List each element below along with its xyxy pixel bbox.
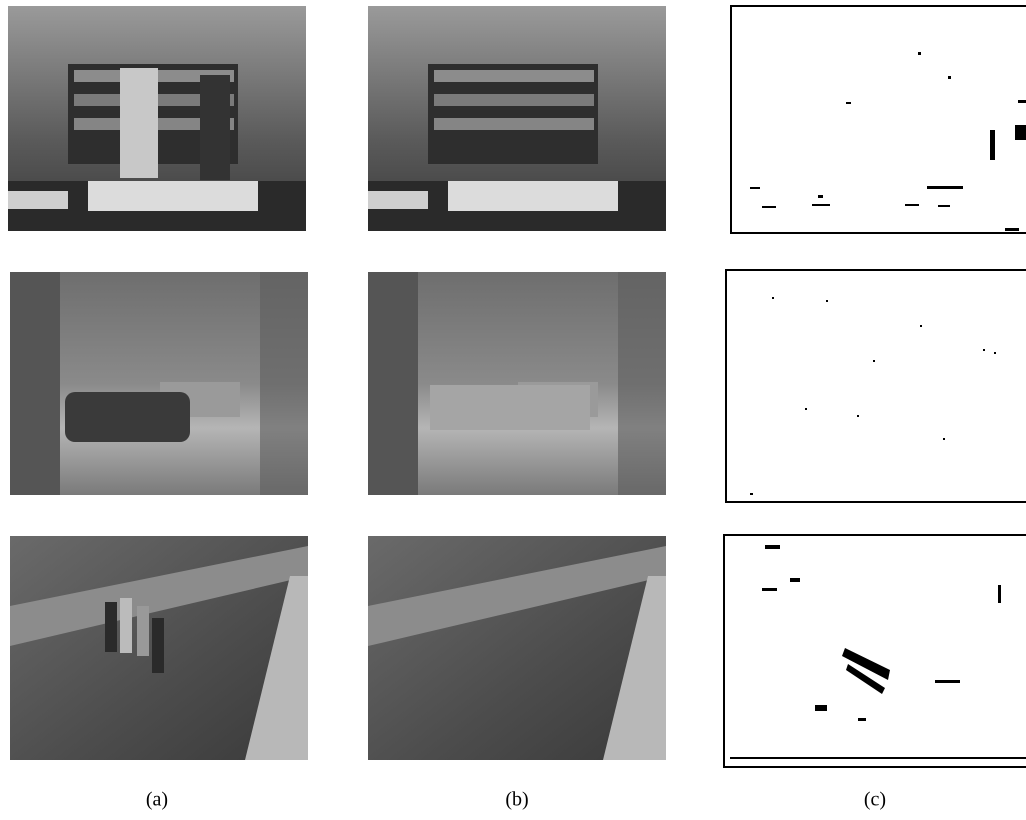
photo-office-b [368,6,666,231]
figure: (a) (b) (c) [0,0,1026,820]
caption: (a) [146,789,168,811]
car [65,392,190,442]
mask-2 [726,270,1026,502]
caption: (b) [505,789,528,811]
caption: (c) [864,789,886,811]
photo-field-b [368,272,666,495]
mask-1 [731,6,1026,233]
mask-3 [724,535,1026,767]
photo-yard-b [368,536,666,760]
photo-field-a [10,272,308,495]
bins [430,385,590,430]
